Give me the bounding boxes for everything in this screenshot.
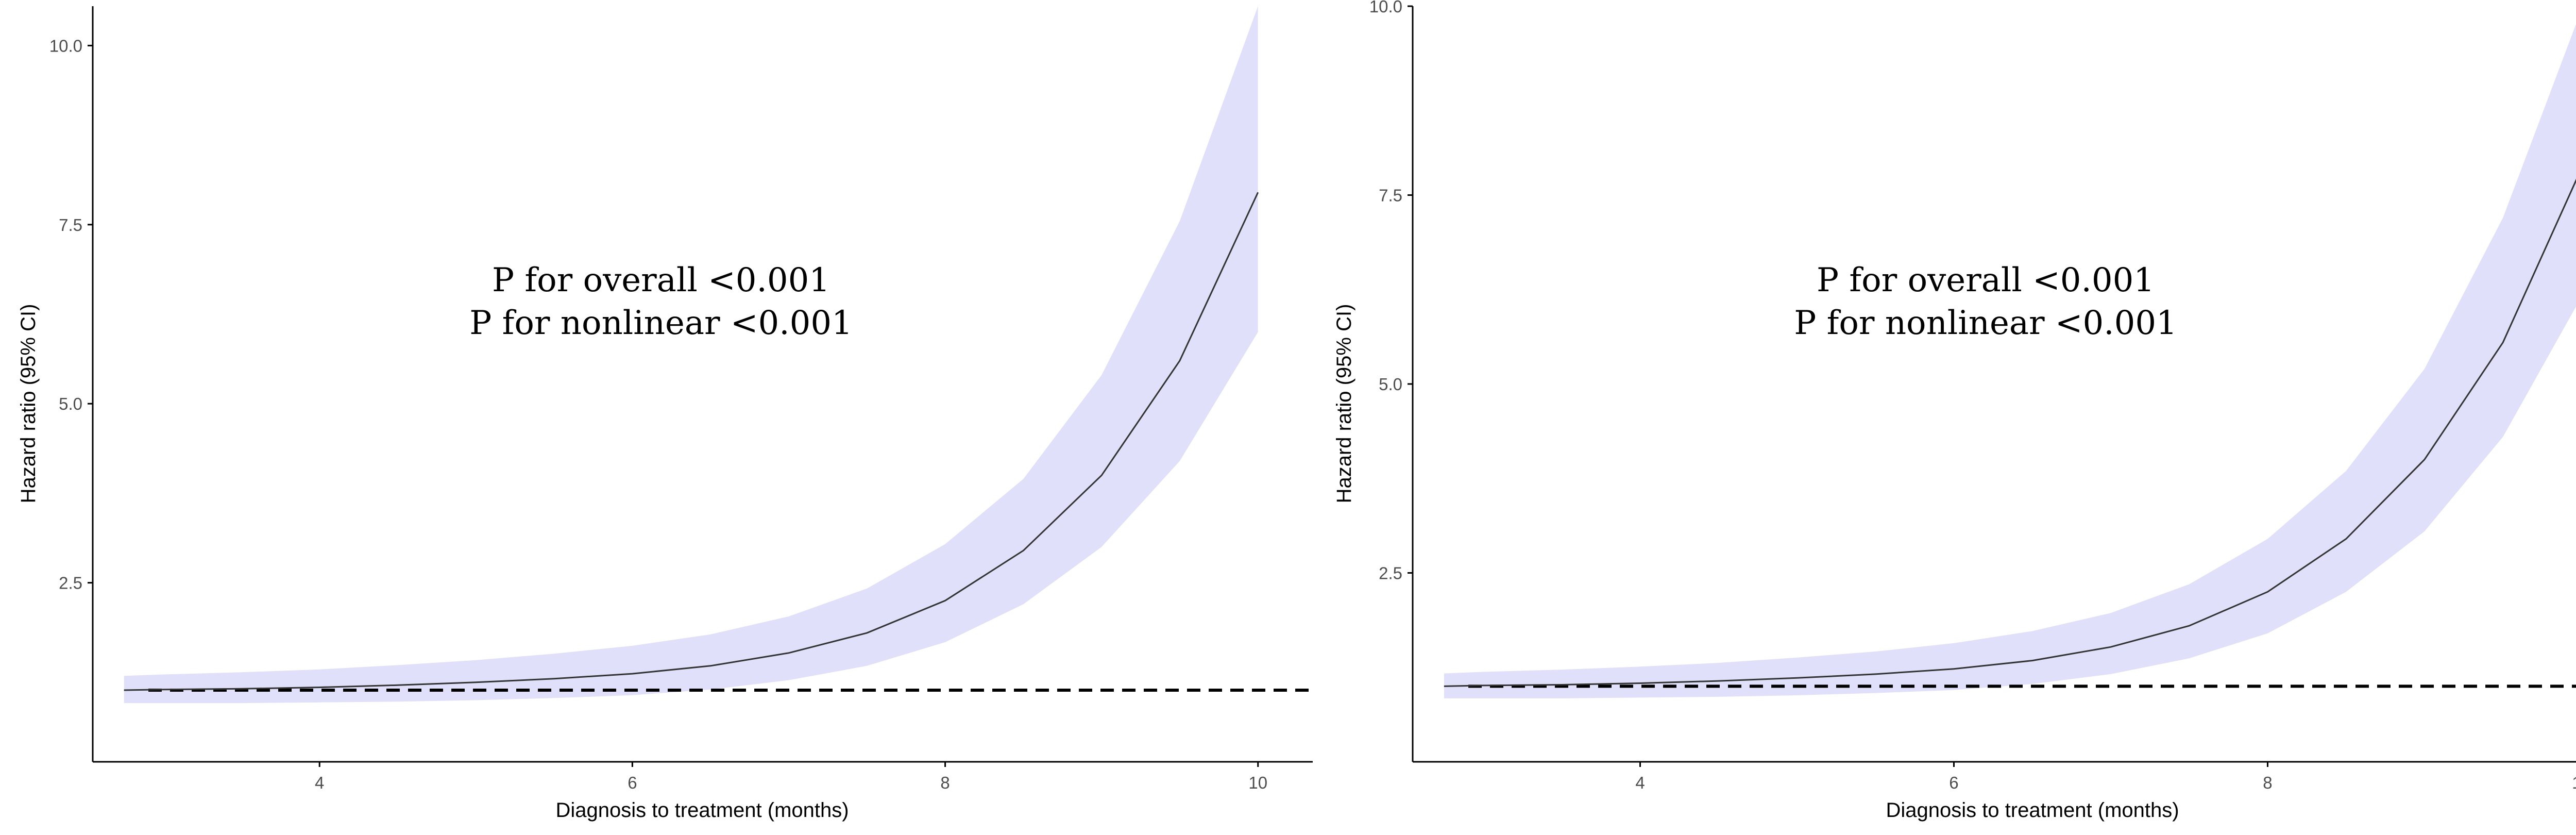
y-tick-label: 5.0 <box>1379 375 1402 394</box>
chart-panel-left: 4 6 8 10 2.5 5.0 7.5 10.0 Diagnosis to treatmen… <box>17 6 1313 822</box>
annotation-nonlinear: P for nonlinear <0.001 <box>469 304 853 342</box>
chart-right: 4 6 8 10 2.5 5.0 7.5 10.0 Diagnosis to treatmen… <box>1333 0 2576 822</box>
x-axis-title: Diagnosis to treatment (months) <box>555 799 849 822</box>
y-tick-label: 7.5 <box>59 215 82 235</box>
chart-left: 4 6 8 10 2.5 5.0 7.5 10.0 Diagnosis to treatmen… <box>17 6 1313 822</box>
y-axis-title: Hazard ratio (95% CI) <box>17 304 40 504</box>
hazard-ratio-line <box>1444 178 2576 687</box>
x-tick-label: 6 <box>1949 773 1958 792</box>
y-tick-label: 7.5 <box>1379 186 1402 205</box>
x-tick-label: 8 <box>940 773 950 792</box>
confidence-band <box>1444 24 2576 698</box>
x-tick-label: 10 <box>2572 773 2576 792</box>
y-tick-label: 5.0 <box>59 394 82 413</box>
annotation-overall: P for overall <0.001 <box>492 261 830 299</box>
y-axis-title: Hazard ratio (95% CI) <box>1333 304 1355 504</box>
x-tick-label: 6 <box>628 773 637 792</box>
y-tick-label: 2.5 <box>59 574 82 593</box>
plot-area: 4 6 8 10 2.5 5.0 7.5 10.0 <box>49 6 1313 792</box>
x-tick-label: 4 <box>315 773 324 792</box>
x-axis-title: Diagnosis to treatment (months) <box>1886 799 2179 822</box>
annotation-nonlinear: P for nonlinear <0.001 <box>1794 304 2177 342</box>
confidence-band <box>124 6 1258 704</box>
x-tick-label: 8 <box>2263 773 2272 792</box>
x-tick-label: 10 <box>1248 773 1267 792</box>
chart-panel-right: 4 6 8 10 2.5 5.0 7.5 10.0 Diagnosis to treatmen… <box>1320 0 2576 835</box>
hazard-ratio-line <box>124 192 1259 691</box>
x-tick-label: 4 <box>1635 773 1645 792</box>
annotation-overall: P for overall <0.001 <box>1817 261 2155 299</box>
plot-area: 4 6 8 10 2.5 5.0 7.5 10.0 <box>1369 0 2576 792</box>
y-tick-label: 10.0 <box>1369 0 1402 16</box>
y-tick-label: 10.0 <box>49 36 82 55</box>
y-tick-label: 2.5 <box>1379 564 1402 583</box>
